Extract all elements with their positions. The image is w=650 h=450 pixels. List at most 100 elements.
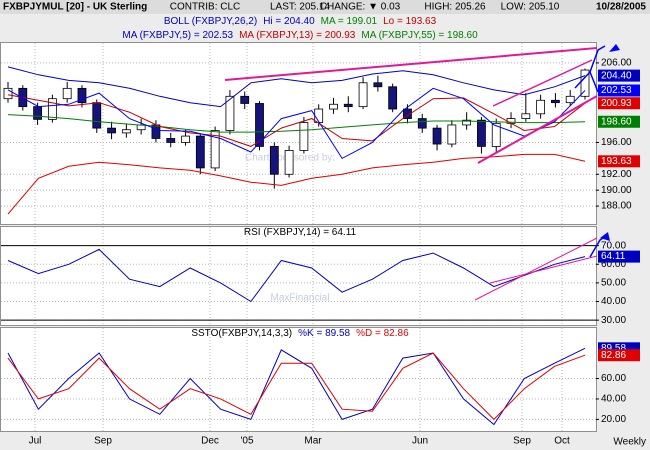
candle-body <box>121 129 131 134</box>
candle-body <box>151 124 161 139</box>
value-box-label: 200.93 <box>601 98 632 109</box>
legend-entry: RSI (FXBPJY,14) = 64.11 <box>244 227 357 238</box>
legend: MA (FXBPJY,5) = 202.53 MA (FXBPJY,13) = 2… <box>122 30 478 41</box>
y-tick-label: 60.00 <box>601 259 626 270</box>
legend-entry: Hi = 204.40 <box>263 16 315 27</box>
candle-body <box>166 138 176 143</box>
arrow <box>574 45 606 89</box>
arrow <box>589 71 599 93</box>
date: 10/28/2005 <box>596 2 646 13</box>
header-field: LOW: 205.10 <box>501 2 560 13</box>
candle-body <box>358 82 368 108</box>
candle-body <box>565 95 575 104</box>
arrow-head <box>609 44 620 52</box>
candle-body <box>491 122 501 147</box>
x-tick-label: Dec <box>201 436 219 447</box>
legend-entry: %D = 82.86 <box>356 328 409 339</box>
legend: RSI (FXBPJY,14) = 64.11 <box>244 227 357 238</box>
candle-body <box>47 98 57 120</box>
legend-entry: BOLL (FXBPJY,26,2) <box>164 16 257 27</box>
candle-body <box>62 87 72 100</box>
value-box-label: 89.58 <box>601 343 626 354</box>
y-tick-label: 60.00 <box>601 373 626 384</box>
value-box-label: 204.40 <box>601 70 632 81</box>
trendline <box>474 237 598 301</box>
stoch-panel <box>0 327 597 432</box>
y-tick-label: 190.00 <box>601 185 632 196</box>
candle-body <box>107 127 116 134</box>
candle-body <box>314 108 324 123</box>
y-tick-label: 40.00 <box>601 394 626 405</box>
price-panel <box>0 42 597 225</box>
x-tick-label: Mar <box>304 436 322 447</box>
legend-entry: MA (FXBPJY,55) = 198.60 <box>361 30 478 41</box>
brand-watermark: MaxFinancial <box>271 293 330 304</box>
candle-body <box>3 87 13 100</box>
legend-entry: Lo = 193.63 <box>383 16 437 27</box>
candle-body <box>299 122 309 151</box>
trendline <box>224 47 598 81</box>
y-tick-label: 50.00 <box>601 278 626 289</box>
y-tick-label: 70.00 <box>601 240 626 251</box>
legend-entry: MA = 199.01 <box>321 16 378 27</box>
series-line <box>7 352 586 421</box>
candle-body <box>181 135 190 143</box>
value-box <box>598 250 640 263</box>
legend-entry: MA (FXBPJY,5) = 202.53 <box>122 30 233 41</box>
value-box <box>598 97 640 110</box>
value-box-label: 202.53 <box>601 85 632 96</box>
legend-entry: MA (FXBPJY,13) = 200.93 <box>239 30 356 41</box>
candle-body <box>269 146 279 175</box>
candle-body <box>33 106 42 120</box>
y-tick-label: 20.00 <box>601 414 626 425</box>
legend-entry: SSTO(FXBPJY,14,3,3) <box>191 328 292 339</box>
trendline <box>489 255 598 284</box>
candle-body <box>225 95 235 131</box>
candle-body <box>195 135 205 169</box>
value-box <box>598 349 640 362</box>
candle-body <box>343 103 353 108</box>
candle-body <box>521 113 531 119</box>
y-tick-label: 206.00 <box>601 58 632 69</box>
x-tick-label: Sep <box>94 436 112 447</box>
candle-body <box>92 102 102 129</box>
candle-body <box>580 69 590 97</box>
y-tick-label: 192.00 <box>601 169 632 180</box>
x-tick-label: Sep <box>513 436 531 447</box>
x-tick-label: Oct <box>554 436 570 447</box>
candle-body <box>255 103 264 147</box>
value-box <box>598 155 640 168</box>
value-box-label: 198.60 <box>601 116 632 127</box>
legend: BOLL (FXBPJY,26,2) Hi = 204.40 MA = 199.01… <box>164 16 437 27</box>
header-field: LAST: 205.14 <box>270 2 330 13</box>
candle-body <box>551 99 560 104</box>
header-field: HIGH: 205.26 <box>424 2 486 13</box>
rsi-panel <box>0 226 597 326</box>
header-field: CONTRIB: CLC <box>170 2 241 13</box>
candle-body <box>477 119 486 147</box>
period-label: Weekly <box>613 437 646 448</box>
x-tick-label: Jul <box>29 436 42 447</box>
x-tick-label: Jun <box>412 436 428 447</box>
series-line <box>7 94 586 147</box>
header-field: CHANGE: ▼ 0.03 <box>320 2 401 13</box>
header-bar <box>0 0 650 14</box>
series-line <box>7 248 586 303</box>
series-line <box>7 66 586 108</box>
value-box-label: 64.11 <box>601 251 626 262</box>
candle-body <box>432 127 442 145</box>
candle-body <box>329 103 338 110</box>
candle-body <box>447 124 457 145</box>
value-box <box>598 115 640 128</box>
candle-body <box>417 118 427 129</box>
y-tick-label: 40.00 <box>601 296 626 307</box>
value-box <box>598 69 640 82</box>
series-line <box>7 87 586 160</box>
candle-body <box>77 87 87 104</box>
value-box-label: 193.63 <box>601 156 632 167</box>
trendline <box>477 95 598 164</box>
series-line <box>7 347 586 426</box>
candle-body <box>536 99 546 115</box>
value-box <box>598 84 640 97</box>
